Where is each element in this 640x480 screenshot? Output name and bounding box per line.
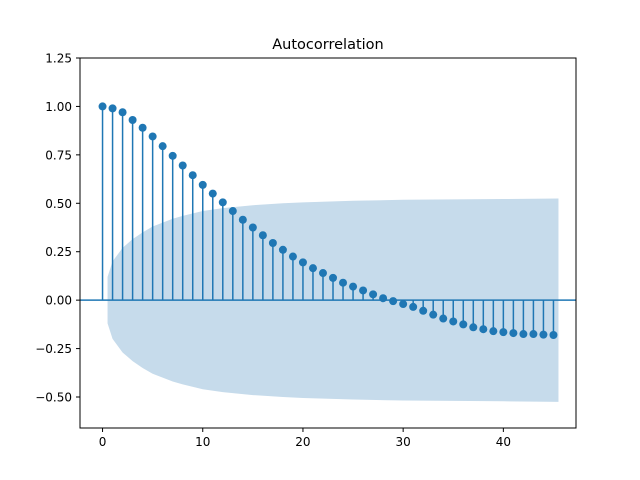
acf-marker bbox=[449, 317, 458, 326]
acf-marker bbox=[409, 302, 418, 311]
x-tick-label: 30 bbox=[396, 435, 411, 449]
acf-marker bbox=[519, 330, 528, 339]
acf-marker bbox=[248, 223, 257, 232]
acf-marker bbox=[278, 245, 287, 254]
acf-marker bbox=[419, 306, 428, 315]
x-tick-label: 20 bbox=[295, 435, 310, 449]
acf-marker bbox=[529, 330, 538, 339]
acf-marker bbox=[379, 294, 388, 303]
acf-marker bbox=[258, 231, 267, 240]
y-tick-label: 1.25 bbox=[45, 52, 72, 66]
y-tick-label: 0.00 bbox=[45, 294, 72, 308]
y-tick-label: 1.00 bbox=[45, 100, 72, 114]
acf-marker bbox=[308, 264, 317, 273]
acf-marker bbox=[168, 151, 177, 160]
acf-marker bbox=[399, 300, 408, 309]
x-tick-label: 40 bbox=[496, 435, 511, 449]
y-tick-label: 0.75 bbox=[45, 148, 72, 162]
chart-title: Autocorrelation bbox=[272, 37, 383, 53]
acf-marker bbox=[329, 273, 338, 282]
acf-marker bbox=[459, 320, 468, 329]
acf-marker bbox=[439, 314, 448, 323]
marker-layer bbox=[98, 102, 558, 340]
stem-layer bbox=[101, 106, 555, 336]
acf-marker bbox=[128, 115, 137, 124]
acf-marker bbox=[429, 310, 438, 319]
y-tick-label: −0.25 bbox=[35, 342, 72, 356]
acf-marker bbox=[469, 323, 478, 332]
acf-marker bbox=[318, 269, 327, 278]
acf-marker bbox=[288, 252, 297, 261]
acf-marker bbox=[389, 297, 398, 306]
acf-marker bbox=[359, 286, 368, 295]
acf-marker bbox=[188, 171, 197, 180]
acf-marker bbox=[108, 104, 117, 113]
acf-marker bbox=[158, 142, 167, 151]
y-tick-label: −0.50 bbox=[35, 391, 72, 405]
acf-marker bbox=[298, 258, 307, 267]
acf-marker bbox=[489, 327, 498, 336]
acf-marker bbox=[118, 108, 127, 117]
x-tick-label: 0 bbox=[99, 435, 107, 449]
acf-marker bbox=[98, 102, 107, 111]
acf-marker bbox=[268, 239, 277, 247]
acf-marker bbox=[339, 278, 348, 287]
acf-marker bbox=[228, 207, 237, 216]
acf-marker bbox=[479, 325, 488, 334]
acf-marker bbox=[138, 123, 147, 132]
x-axis: 0 10 20 30 40 bbox=[99, 428, 511, 449]
acf-marker bbox=[509, 329, 518, 338]
y-tick-label: 0.50 bbox=[45, 197, 72, 211]
acf-marker bbox=[208, 189, 217, 198]
acf-marker bbox=[178, 161, 187, 170]
acf-marker bbox=[218, 198, 227, 207]
acf-marker bbox=[238, 215, 247, 224]
acf-marker bbox=[369, 290, 378, 299]
plot-frame bbox=[79, 57, 577, 429]
y-tick-label: 0.25 bbox=[45, 245, 72, 259]
x-tick-label: 10 bbox=[195, 435, 210, 449]
acf-marker bbox=[539, 330, 548, 339]
acf-marker bbox=[198, 180, 207, 189]
acf-marker bbox=[499, 328, 508, 337]
acf-marker bbox=[148, 132, 157, 141]
acf-marker bbox=[349, 282, 358, 291]
acf-marker bbox=[549, 331, 558, 340]
y-axis: −0.50 −0.25 0.00 0.25 0.50 0.75 1.00 1.25 bbox=[35, 52, 80, 405]
